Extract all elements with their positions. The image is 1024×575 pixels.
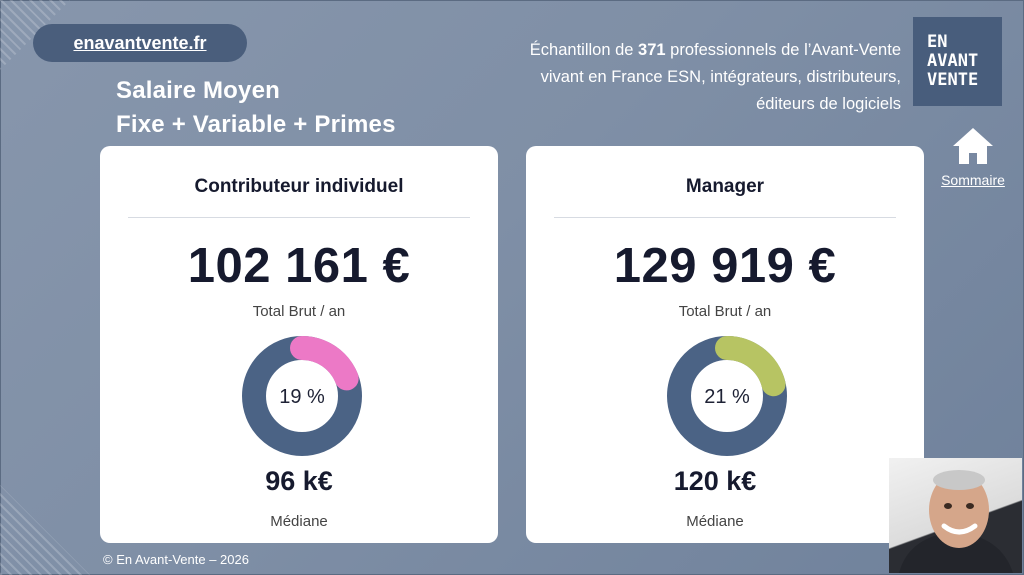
card-title: Manager [685, 176, 765, 197]
variable-share-percent: 19 % [279, 386, 325, 408]
copyright: © En Avant-Vente – 2026 [103, 552, 249, 567]
median-label: Médiane [686, 513, 744, 530]
logo-line3: VENTE [927, 70, 979, 90]
sample-line2: vivant en France ESN, intégrateurs, dist… [540, 68, 901, 86]
home-icon[interactable] [952, 126, 994, 166]
variable-share-donut [667, 336, 787, 456]
sample-line1: Échantillon de 371 professionnels de l’A… [461, 37, 901, 64]
presenter-avatar [889, 458, 1022, 573]
sample-suffix: professionnels de l’Avant-Vente [665, 41, 901, 59]
amount-subtitle: Total Brut / an [678, 303, 772, 320]
page-title: Salaire Moyen Fixe + Variable + Primes [116, 74, 396, 142]
card-title: Contributeur individuel [194, 176, 404, 197]
presenter-photo [899, 470, 1013, 573]
card-divider [128, 217, 470, 218]
donut-accent [667, 336, 787, 456]
median-value: 96 k€ [265, 466, 333, 496]
brand-logo: EN AVANT VENTE [913, 17, 1002, 106]
donut-accent [242, 336, 362, 456]
median-value: 120 k€ [673, 466, 757, 496]
average-salary-amount: 102 161 € [187, 239, 411, 293]
page-title-line2: Fixe + Variable + Primes [116, 111, 396, 138]
variable-share-donut [242, 336, 362, 456]
card-individual-contributor: Contributeur individuel 102 161 € Total … [100, 146, 498, 543]
variable-share-percent: 21 % [704, 386, 750, 408]
median-label: Médiane [270, 513, 328, 530]
logo-line1: EN [927, 32, 948, 52]
summary-link[interactable]: Sommaire [941, 172, 1005, 188]
card-divider [554, 217, 896, 218]
amount-subtitle: Total Brut / an [252, 303, 346, 320]
sample-prefix: Échantillon de [529, 41, 639, 59]
sample-description: Échantillon de 371 professionnels de l’A… [461, 37, 901, 118]
average-salary-amount: 129 919 € [613, 239, 837, 293]
site-link[interactable]: enavantvente.fr [33, 24, 247, 62]
logo-line2: AVANT [927, 51, 979, 71]
sample-line3: éditeurs de logiciels [756, 95, 901, 113]
sample-count: 371 [638, 41, 666, 59]
card-manager: Manager 129 919 € Total Brut / an 21 % 1… [526, 146, 924, 543]
page-title-line1: Salaire Moyen [116, 77, 281, 104]
